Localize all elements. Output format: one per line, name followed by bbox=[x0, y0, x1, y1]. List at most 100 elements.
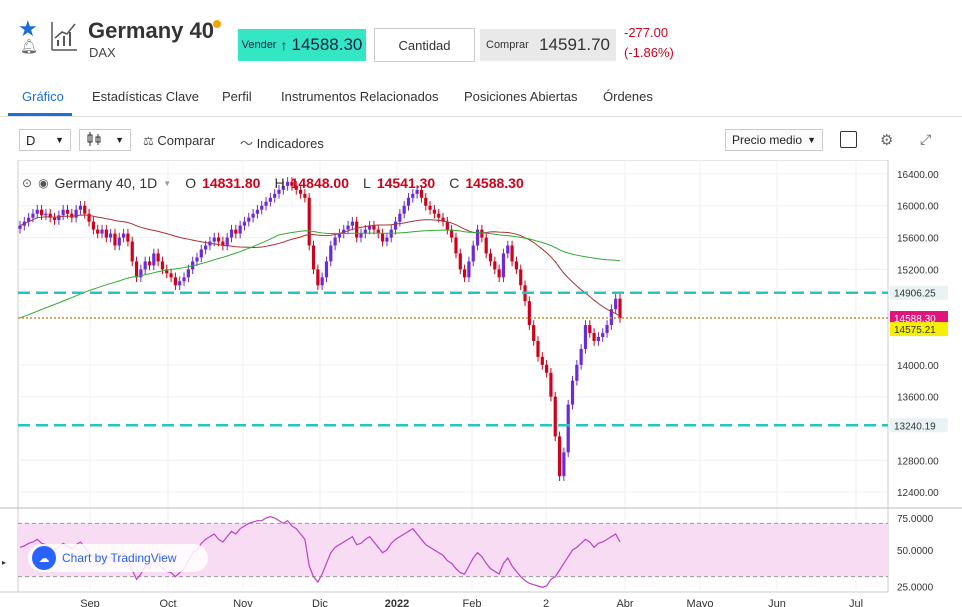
star-icon[interactable]: ★ bbox=[18, 16, 38, 41]
active-tab-indicator bbox=[8, 113, 72, 116]
tradingview-badge[interactable]: ☁︎ Chart by TradingView bbox=[28, 544, 208, 572]
candle-body bbox=[225, 237, 229, 246]
indicators-button[interactable]: 〜 Indicadores bbox=[240, 133, 324, 152]
legend-o-label: O bbox=[185, 175, 197, 191]
chart-legend: ⊙ ◉ Germany 40, 1D ▼ O 14831.80 H 14848.00… bbox=[22, 175, 524, 191]
fullscreen-icon[interactable]: ⤢ bbox=[920, 131, 932, 147]
candle-body bbox=[216, 237, 221, 242]
candle-body bbox=[368, 225, 372, 230]
candle-body bbox=[242, 221, 247, 226]
candle-body bbox=[463, 269, 467, 278]
candle-body bbox=[229, 229, 234, 238]
candle-body bbox=[147, 261, 152, 266]
rsi-tick-label: 75.0000 bbox=[897, 514, 934, 525]
bell-icon[interactable]: 🔔︎ bbox=[20, 38, 38, 54]
candle-body bbox=[31, 213, 35, 218]
candle-body bbox=[247, 217, 251, 222]
chart-type-select[interactable]: ▼ bbox=[79, 129, 131, 151]
candle-body bbox=[372, 225, 376, 230]
indicators-label: Indicadores bbox=[256, 136, 324, 151]
candle-body bbox=[273, 193, 277, 198]
rsi-tick-label: 25.0000 bbox=[897, 582, 934, 593]
price-level-tag bbox=[890, 418, 948, 433]
chart-area[interactable]: 16400.00 16000.00 15600.00 15200.00 14000.00… bbox=[0, 160, 962, 607]
gear-icon[interactable]: ⚙︎ bbox=[880, 132, 894, 149]
candle-body bbox=[471, 245, 475, 262]
time-tick-label: Jun bbox=[768, 598, 786, 607]
collapse-icon[interactable]: ⊙ bbox=[22, 176, 33, 190]
buy-button[interactable]: Comprar 14591.70 bbox=[480, 29, 616, 61]
candle-body bbox=[359, 233, 363, 238]
candle-body bbox=[614, 298, 618, 310]
compare-button[interactable]: ⚖︎ Comparar bbox=[143, 133, 215, 148]
price-tick-label: 12400.00 bbox=[897, 488, 939, 499]
price-tick-label: 16000.00 bbox=[897, 202, 939, 213]
indicators-icon: 〜 bbox=[240, 136, 254, 151]
candle-body bbox=[264, 201, 268, 206]
quantity-button[interactable]: Cantidad bbox=[374, 28, 475, 62]
price-level-label: 14575.21 bbox=[894, 325, 936, 336]
candle-body bbox=[437, 213, 441, 218]
candle-body bbox=[549, 372, 553, 397]
tab-bar: Gráfico Estadísticas Clave Perfil Instru… bbox=[0, 80, 962, 117]
instrument-title: Germany 40 bbox=[88, 18, 214, 43]
price-level-label: 14906.25 bbox=[894, 289, 936, 300]
candle-body bbox=[316, 269, 320, 286]
candle-body bbox=[234, 229, 238, 234]
candle-body bbox=[298, 189, 303, 194]
candle-body bbox=[480, 229, 484, 238]
arrow-up-icon: ↑ bbox=[280, 37, 288, 53]
price-level-label: 13240.19 bbox=[894, 421, 936, 432]
candle-body bbox=[562, 452, 566, 477]
trend-chart-icon[interactable] bbox=[50, 20, 78, 52]
time-tick-label: Sep bbox=[80, 598, 100, 607]
price-tick-label: 15200.00 bbox=[897, 265, 939, 276]
candle-body bbox=[117, 237, 121, 246]
sell-button[interactable]: Vender ↑ 14588.30 bbox=[238, 29, 366, 61]
candle-body bbox=[104, 229, 108, 238]
tab-ordenes[interactable]: Órdenes bbox=[603, 89, 653, 104]
candle-body bbox=[411, 193, 415, 198]
candle-body bbox=[169, 273, 173, 278]
candle-body bbox=[109, 233, 113, 238]
price-tick-label: 12800.00 bbox=[897, 456, 939, 467]
candle-body bbox=[178, 281, 182, 286]
eye-icon[interactable]: ◉ bbox=[38, 176, 49, 190]
tab-posiciones-abiertas[interactable]: Posiciones Abiertas bbox=[464, 89, 578, 104]
candle-body bbox=[281, 185, 285, 190]
time-tick-label: Oct bbox=[159, 598, 176, 607]
candle-body bbox=[65, 209, 70, 214]
candle-body bbox=[238, 225, 242, 234]
candle-body bbox=[588, 325, 592, 334]
change-percent: (-1.86%) bbox=[624, 45, 674, 60]
candle-body bbox=[501, 253, 506, 278]
tab-instrumentos-relacionados[interactable]: Instrumentos Relacionados bbox=[281, 89, 439, 104]
candle-body bbox=[510, 245, 514, 262]
candle-body bbox=[398, 213, 402, 222]
tab-grafico[interactable]: Gráfico bbox=[22, 89, 64, 104]
candle-body bbox=[493, 261, 497, 270]
checkbox-toggle[interactable] bbox=[840, 131, 857, 148]
candle-body bbox=[96, 229, 100, 234]
candle-body bbox=[182, 277, 186, 282]
candle-body bbox=[307, 197, 311, 246]
legend-caret-icon[interactable]: ▼ bbox=[163, 178, 172, 188]
candle-body bbox=[195, 257, 199, 262]
caret-down-icon: ▼ bbox=[115, 135, 124, 145]
time-tick-label: Mayo bbox=[687, 598, 714, 607]
tab-perfil[interactable]: Perfil bbox=[222, 89, 252, 104]
candle-body bbox=[545, 364, 549, 373]
candle-body bbox=[424, 197, 428, 206]
price-tick-label: 16400.00 bbox=[897, 170, 939, 181]
candle-body bbox=[139, 269, 143, 278]
tab-estadisticas-clave[interactable]: Estadísticas Clave bbox=[92, 89, 199, 104]
candle-body bbox=[385, 237, 389, 242]
market-status-dot bbox=[213, 20, 221, 28]
candle-body bbox=[570, 380, 575, 405]
price-mode-select[interactable]: Precio medio ▼ bbox=[725, 129, 823, 151]
interval-select[interactable]: D ▼ bbox=[19, 129, 71, 151]
change-absolute: -277.00 bbox=[624, 25, 669, 40]
sell-label: Vender bbox=[241, 39, 277, 51]
candle-body bbox=[406, 197, 411, 206]
price-chart[interactable]: 16400.00 16000.00 15600.00 15200.00 14000.00… bbox=[0, 160, 962, 607]
